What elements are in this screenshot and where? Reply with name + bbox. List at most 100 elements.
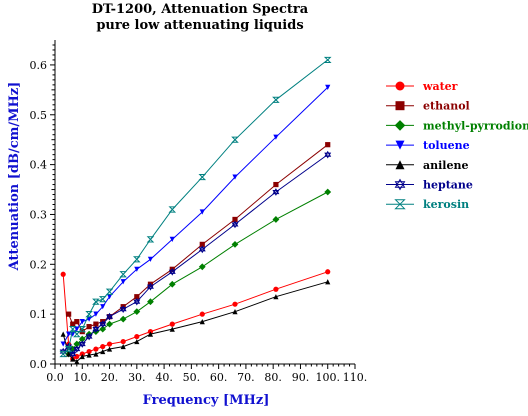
data-point (78, 335, 86, 343)
legend-marker (395, 101, 405, 111)
data-point (198, 263, 206, 271)
data-point (272, 96, 280, 103)
data-point (168, 267, 176, 276)
data-point (93, 346, 99, 352)
data-point (231, 136, 239, 143)
data-point (133, 297, 141, 306)
star-part (73, 346, 81, 353)
star-part (272, 189, 280, 196)
data-point (70, 356, 76, 362)
star-part (85, 334, 93, 341)
data-point (198, 173, 207, 181)
data-point (324, 188, 332, 196)
star-part (198, 247, 206, 254)
star-part (146, 282, 154, 289)
data-point (93, 321, 99, 327)
data-point (85, 332, 93, 341)
legend-item: methyl-pyrrodione (386, 119, 528, 132)
data-point (232, 216, 238, 223)
x-tick-label: 110. (343, 371, 368, 384)
data-point (147, 298, 154, 306)
legend-item: heptane (386, 179, 473, 192)
data-point (147, 331, 154, 337)
data-point (66, 311, 72, 317)
data-point (325, 279, 331, 285)
star-part (69, 350, 77, 357)
data-point (79, 353, 85, 360)
legend-marker (394, 199, 406, 210)
data-point (134, 338, 140, 345)
data-point (133, 256, 141, 263)
star-part (69, 351, 77, 358)
legend-label: water (422, 80, 458, 93)
chart-title: DT-1200, Attenuation Spectra (91, 2, 309, 17)
x-tick-label: 50. (183, 371, 201, 384)
data-point (146, 282, 154, 291)
star-part (106, 314, 114, 321)
data-point (169, 321, 175, 327)
data-point (168, 280, 176, 288)
data-point (106, 320, 113, 328)
legend-marker (394, 120, 406, 131)
data-point (324, 150, 332, 159)
series-line (68, 144, 329, 333)
series-line (62, 59, 329, 355)
data-point (134, 333, 140, 340)
data-point (169, 236, 175, 242)
star-part (272, 188, 280, 195)
legend-marker (395, 81, 405, 91)
legend-item: anilene (386, 159, 468, 172)
plot-axes (54, 40, 355, 365)
data-point (119, 315, 127, 323)
star-part (78, 340, 86, 347)
data-point (106, 346, 113, 352)
star-part (99, 322, 107, 328)
data-point (168, 206, 177, 213)
star-part (85, 332, 93, 339)
data-point (231, 240, 239, 248)
data-point (79, 319, 85, 325)
star-part (168, 269, 176, 276)
series-water (60, 269, 331, 362)
y-tick-label: 0.0 (30, 358, 48, 371)
series-toluene (60, 84, 331, 347)
data-point (86, 324, 92, 330)
data-point (273, 286, 279, 292)
x-tick-label: 70. (237, 371, 255, 384)
data-point (323, 56, 332, 64)
data-point (169, 326, 175, 332)
data-point (64, 345, 73, 353)
data-point (86, 348, 92, 355)
data-point (60, 271, 66, 277)
star-part (133, 297, 141, 304)
x-tick-label: 80. (264, 371, 282, 384)
data-point (272, 216, 280, 223)
data-point (92, 298, 100, 305)
star-part (394, 181, 406, 191)
data-point (74, 319, 80, 325)
data-point (100, 348, 106, 355)
star-part (324, 152, 332, 159)
star-part (106, 312, 114, 319)
legend-label: toluene (423, 139, 470, 152)
data-point (147, 256, 154, 262)
data-point (325, 269, 331, 275)
data-point (119, 305, 127, 314)
x-tick-label: 40. (155, 371, 173, 384)
data-point (100, 343, 106, 350)
data-point (232, 309, 238, 315)
data-point (70, 331, 76, 337)
data-point (93, 351, 99, 357)
x-tick-label: 30. (128, 371, 146, 384)
legend-label: heptane (423, 179, 473, 192)
data-point (133, 308, 141, 316)
data-point (120, 338, 126, 345)
data-point (199, 311, 205, 317)
y-tick-label: 0.2 (30, 258, 48, 271)
data-point (73, 340, 81, 348)
data-point (85, 311, 93, 318)
legend-item: toluene (386, 139, 470, 152)
data-point (70, 321, 76, 327)
star-part (92, 325, 100, 332)
